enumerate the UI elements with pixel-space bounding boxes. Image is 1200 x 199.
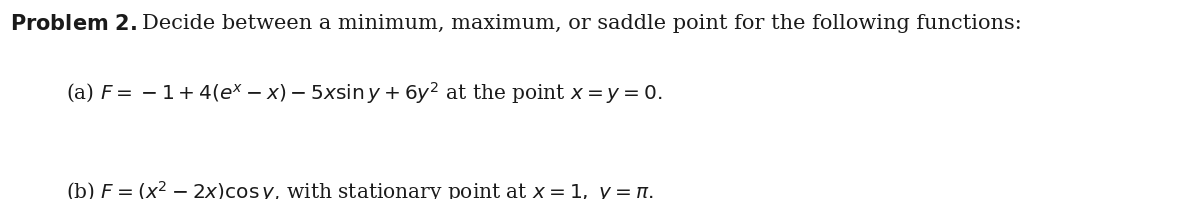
Text: (a) $F=-1+4(e^{x}-x)-5x\sin y+6y^{2}$ at the point $x=y=0.$: (a) $F=-1+4(e^{x}-x)-5x\sin y+6y^{2}$ at… [66,80,662,105]
Text: Decide between a minimum, maximum, or saddle point for the following functions:: Decide between a minimum, maximum, or sa… [142,14,1021,33]
Text: $\mathbf{Problem\ 2.}$: $\mathbf{Problem\ 2.}$ [10,14,137,34]
Text: (b) $F=(x^{2}-2x)\cos y$, with stationary point at $x=1,\ y=\pi.$: (b) $F=(x^{2}-2x)\cos y$, with stationar… [66,179,654,199]
